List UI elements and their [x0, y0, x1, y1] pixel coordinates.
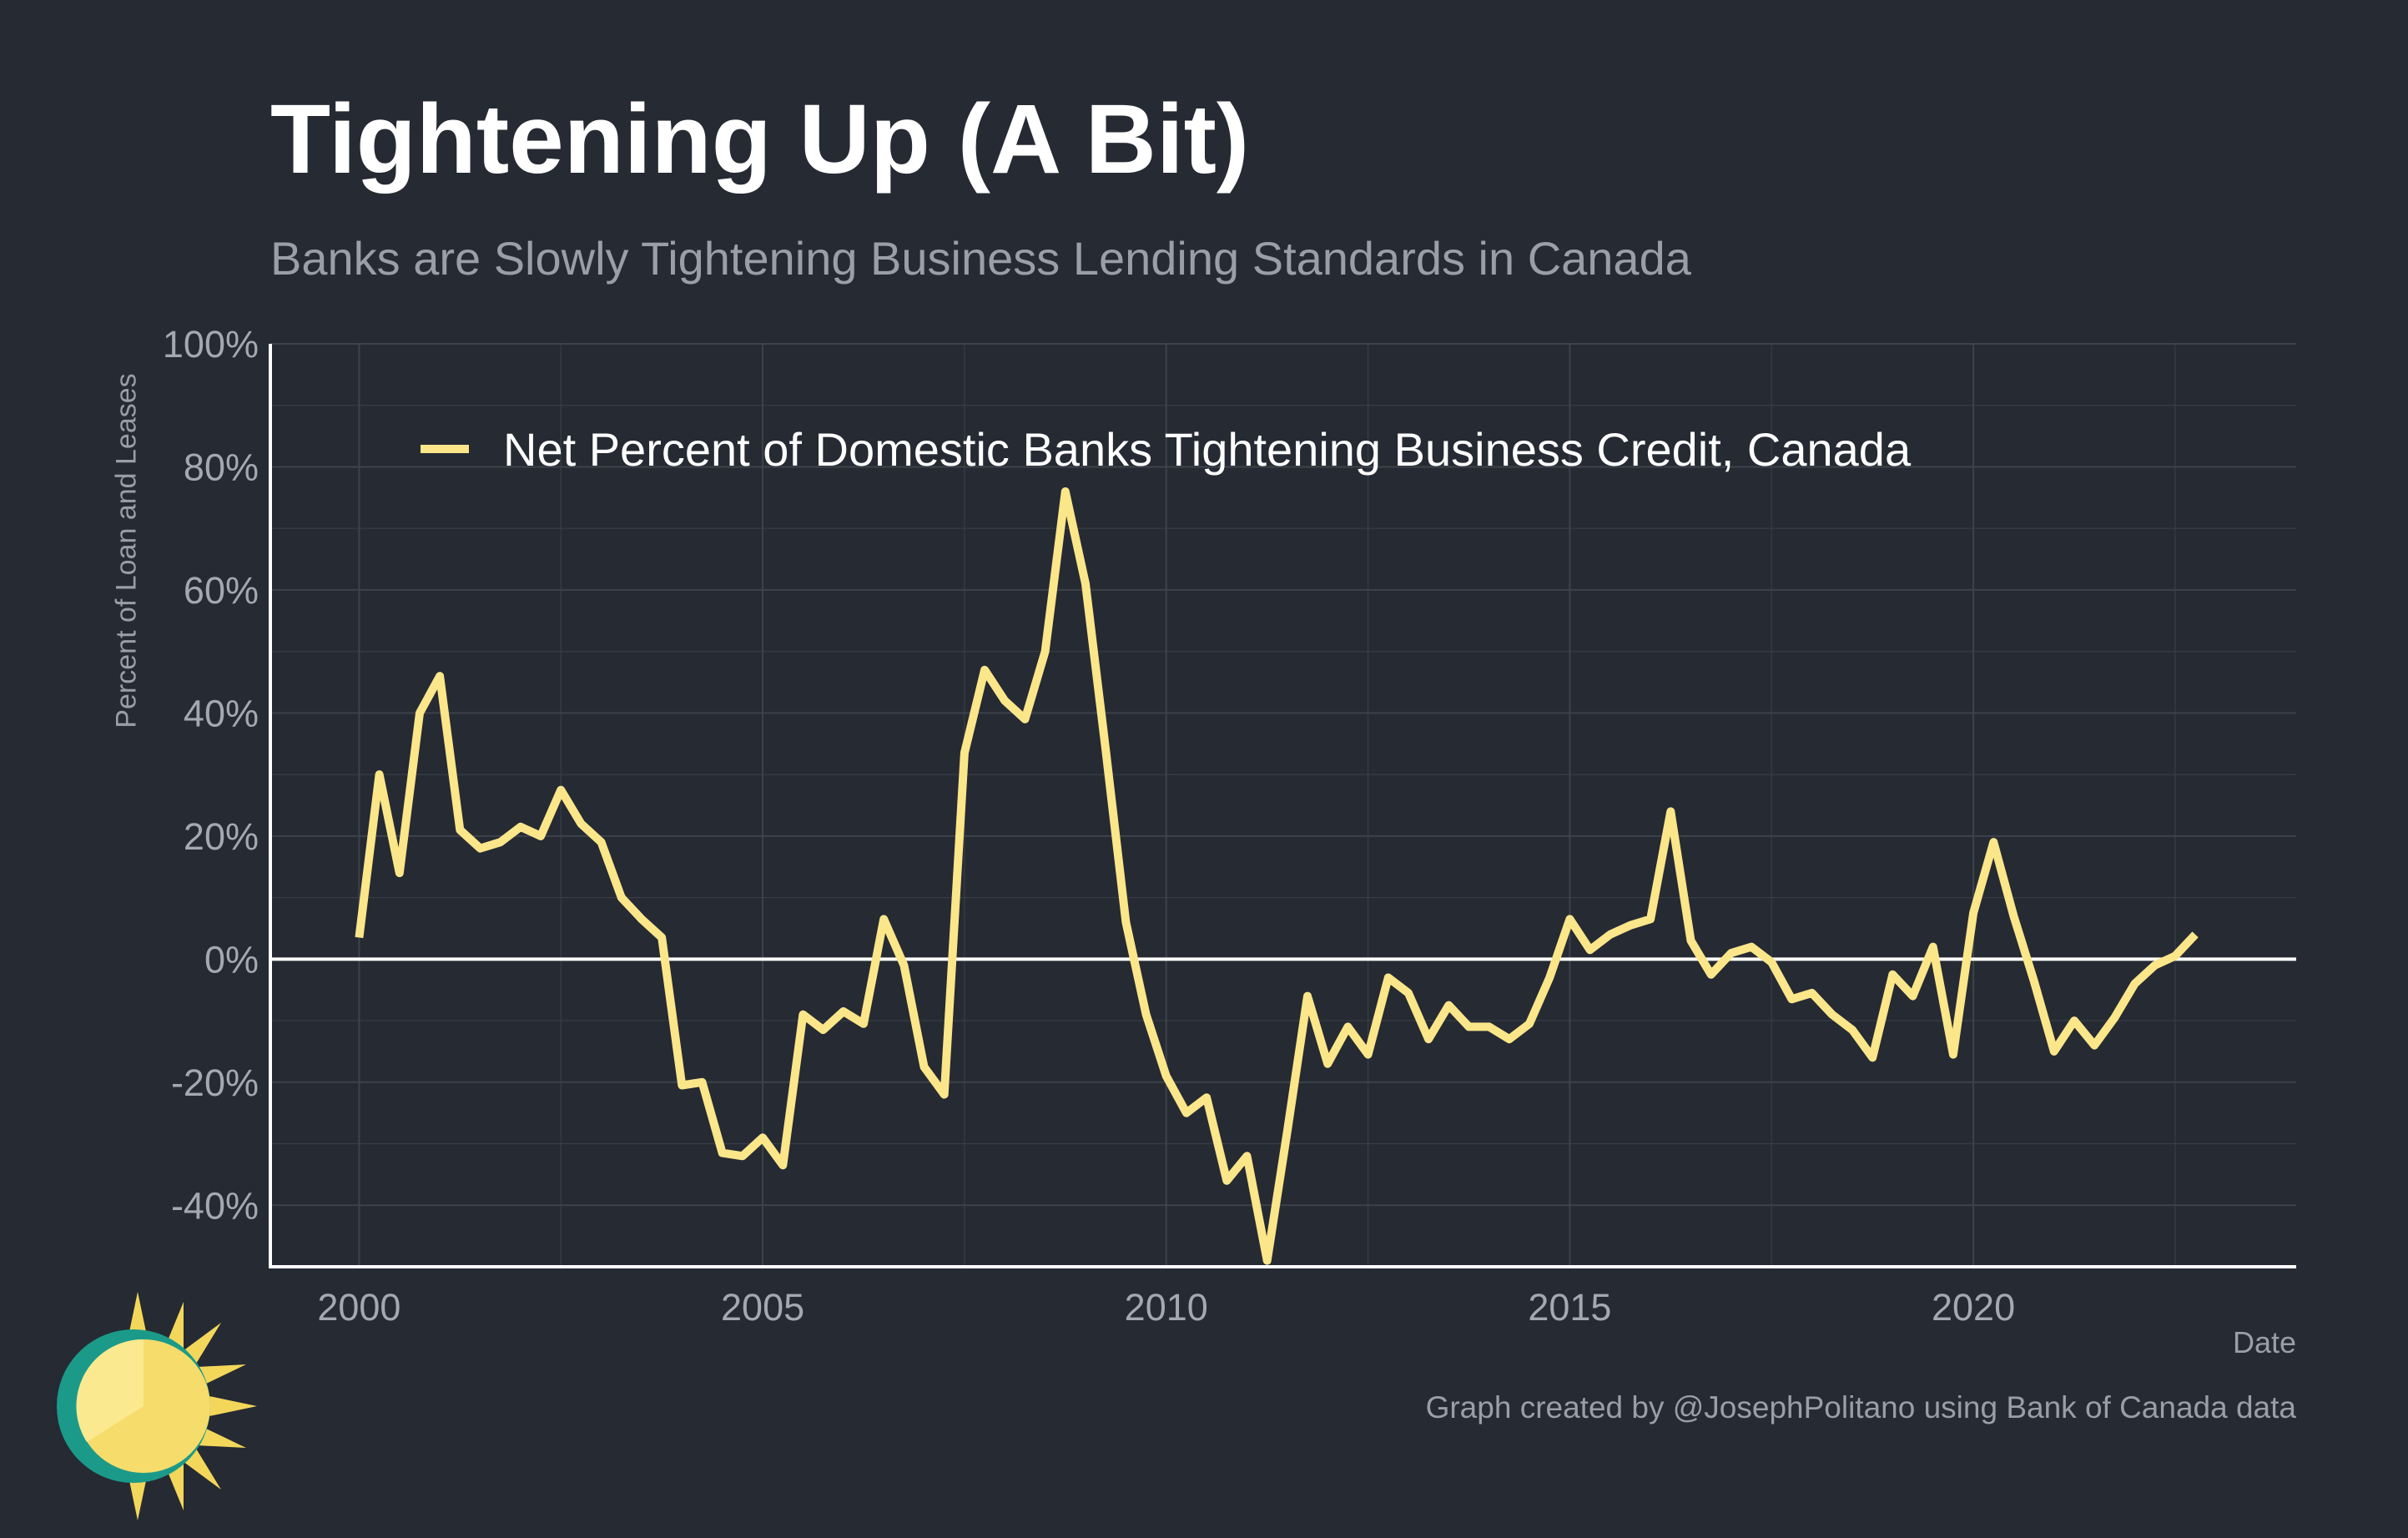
- x-tick-label: 2015: [1528, 1286, 1611, 1329]
- x-axis-label: Date: [2232, 1325, 2296, 1359]
- series-layer: [355, 487, 2199, 1265]
- y-axis-label: Percent of Loan and Leases: [110, 373, 143, 729]
- sun-logo: [57, 1292, 257, 1520]
- y-tick-label: 100%: [163, 323, 259, 366]
- y-tick-label: 80%: [184, 446, 259, 488]
- x-tick-label: 2005: [721, 1286, 804, 1329]
- y-tick-label: 20%: [184, 815, 259, 858]
- x-tick-label: 2000: [317, 1286, 400, 1329]
- axes: -40% -20% 0% 20% 40% 60% 80% 100% 2000 2005 2010 20…: [163, 323, 2296, 1329]
- sun-highlight-icon: [76, 1339, 144, 1442]
- chart-subtitle: Banks are Slowly Tightening Business Len…: [270, 232, 1691, 285]
- chart-title: Tightening Up (A Bit): [270, 84, 1250, 194]
- source-caption: Graph created by @JosephPolitano using B…: [1425, 1390, 2296, 1425]
- x-tick-label: 2010: [1125, 1286, 1208, 1329]
- y-tick-label: -20%: [171, 1061, 259, 1104]
- y-tick-label: -40%: [171, 1184, 259, 1227]
- x-tick-label: 2020: [1932, 1286, 2015, 1329]
- legend: Net Percent of Domestic Banks Tightening…: [421, 423, 1912, 476]
- y-tick-label: 40%: [184, 692, 259, 734]
- y-tick-label: 60%: [184, 569, 259, 612]
- series-line-0: [355, 487, 2199, 1265]
- y-tick-label: 0%: [204, 938, 259, 981]
- legend-label: Net Percent of Domestic Banks Tightening…: [503, 423, 1912, 476]
